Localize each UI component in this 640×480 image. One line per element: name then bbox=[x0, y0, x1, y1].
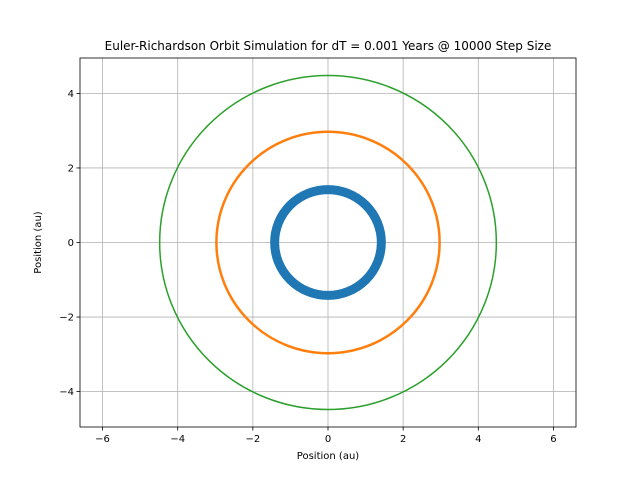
y-axis-label: Position (au) bbox=[33, 211, 44, 273]
x-tick-label: −4 bbox=[170, 434, 185, 445]
y-tick-label: 4 bbox=[68, 89, 74, 100]
x-tick-label: −2 bbox=[245, 434, 260, 445]
y-tick-label: −2 bbox=[59, 313, 74, 324]
y-tick-label: −4 bbox=[59, 387, 74, 398]
x-tick-label: 2 bbox=[400, 434, 406, 445]
x-tick-label: −6 bbox=[95, 434, 110, 445]
chart-title: Euler-Richardson Orbit Simulation for dT… bbox=[105, 39, 552, 53]
x-axis-label: Position (au) bbox=[297, 451, 359, 462]
orbit-series-2 bbox=[215, 130, 441, 355]
orbit-series-3 bbox=[158, 74, 498, 411]
grid bbox=[80, 58, 576, 427]
orbit-series-1 bbox=[270, 185, 386, 300]
y-tick-label: 0 bbox=[68, 238, 74, 249]
ticks: −6 −4 −2 0 2 4 6 −4 −2 0 2 4 bbox=[59, 89, 556, 445]
series-layer bbox=[158, 74, 498, 411]
x-tick-label: 4 bbox=[475, 434, 481, 445]
x-tick-label: 0 bbox=[325, 434, 331, 445]
x-tick-label: 6 bbox=[550, 434, 556, 445]
y-tick-label: 2 bbox=[68, 163, 74, 174]
